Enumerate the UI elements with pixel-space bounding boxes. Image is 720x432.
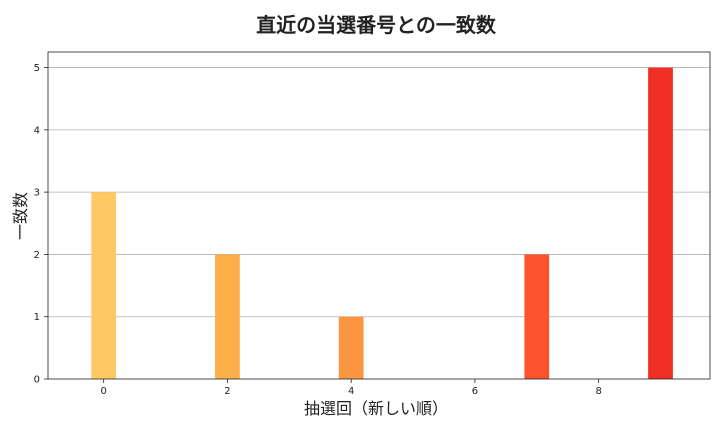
x-axis-label: 抽選回（新しい順） [304, 399, 448, 418]
y-tick-label: 0 [34, 375, 40, 386]
bar [91, 192, 117, 379]
bar [338, 316, 364, 379]
x-ticks: 0 2 4 6 8 [100, 379, 602, 397]
x-tick-label: 8 [595, 386, 601, 397]
bar [215, 254, 240, 379]
x-tick-label: 2 [224, 386, 230, 397]
y-tick-label: 3 [34, 188, 40, 199]
y-tick-label: 1 [34, 312, 40, 323]
y-tick-label: 5 [34, 63, 40, 74]
bar [648, 67, 673, 380]
bars [91, 67, 673, 380]
x-tick-label: 4 [348, 386, 354, 397]
x-tick-label: 0 [100, 386, 106, 397]
grid-lines [48, 67, 710, 318]
y-tick-label: 4 [34, 125, 40, 136]
x-tick-label: 6 [472, 386, 478, 397]
chart-title: 直近の当選番号との一致数 [256, 13, 497, 37]
y-ticks: 0 1 2 3 4 5 [34, 63, 48, 386]
y-axis-label: 一致数 [11, 192, 30, 240]
bar [524, 254, 550, 379]
plot-frame [47, 51, 711, 380]
y-tick-label: 2 [34, 250, 40, 261]
